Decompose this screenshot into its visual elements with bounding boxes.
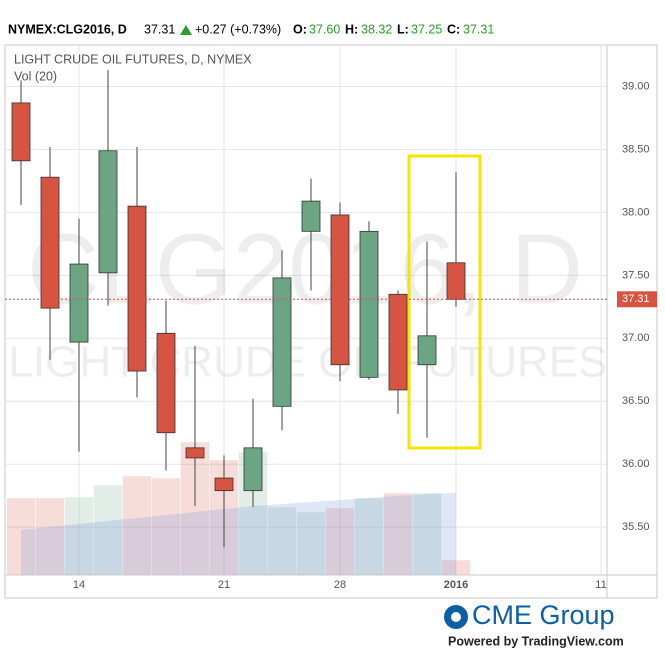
candle-body — [156, 332, 176, 434]
close: 37.31 — [463, 22, 494, 36]
volume-bar — [412, 492, 442, 576]
candle-body — [301, 200, 321, 232]
x-tick-label: 2016 — [444, 579, 468, 591]
price-label: 37.31 — [622, 293, 650, 305]
candle-body — [127, 205, 147, 372]
volume-bar — [296, 511, 326, 576]
volume-bar — [64, 496, 94, 576]
x-tick-label: 14 — [73, 579, 85, 591]
x-tick-label: 11 — [595, 579, 606, 591]
chart-title: LIGHT CRUDE OIL FUTURES, D, NYMEX — [14, 52, 252, 66]
symbol: NYMEX:CLG2016, D — [8, 22, 127, 36]
volume-ma-area — [21, 493, 456, 575]
highlight-box — [407, 154, 482, 450]
low: 37.25 — [411, 22, 442, 36]
cme-logo: CME Group — [444, 600, 615, 630]
chart-subtitle: Vol (20) — [14, 69, 57, 83]
credit: Powered by TradingView.com — [448, 634, 624, 648]
watermark: CLG2016, D LIGHT CRUDE OIL FUTURES — [9, 213, 608, 386]
watermark-text: CLG2016, D — [27, 213, 583, 325]
watermark-text: LIGHT CRUDE OIL FUTURES — [9, 338, 608, 387]
change: +0.27 (+0.73%) — [195, 22, 281, 36]
header: NYMEX:CLG2016, D 37.31 +0.27 (+0.73%) O:… — [8, 22, 494, 36]
candle-body — [40, 176, 60, 309]
candle-body — [98, 150, 118, 274]
volume-bar — [122, 475, 152, 576]
y-tick-label: 36.50 — [622, 395, 650, 407]
y-tick-label: 36.00 — [622, 458, 650, 470]
candle-body — [214, 477, 234, 492]
high-label: H: — [345, 22, 358, 36]
candle-body — [185, 447, 205, 459]
candle-body — [69, 263, 89, 343]
up-arrow — [180, 25, 192, 35]
y-tick-label: 35.50 — [622, 521, 650, 533]
volume-bar — [383, 492, 413, 576]
open-label: O: — [293, 22, 307, 36]
candle-body — [330, 214, 350, 366]
last: 37.31 — [144, 22, 175, 36]
candle-body — [11, 102, 31, 162]
y-tick-label: 38.00 — [622, 206, 650, 218]
candle-body — [388, 293, 408, 391]
x-tick-label: 28 — [334, 579, 346, 591]
candle-body — [359, 230, 379, 378]
x-tick-label: 21 — [218, 579, 230, 591]
volume-bar — [354, 497, 384, 576]
volume — [6, 441, 471, 576]
y-tick-label: 39.00 — [622, 80, 650, 92]
price-label-box — [617, 291, 657, 308]
high: 38.32 — [361, 22, 392, 36]
brand: CME Group — [472, 600, 615, 630]
y-tick-label: 37.00 — [622, 332, 650, 344]
volume-bar — [93, 484, 123, 576]
volume-bar — [325, 507, 355, 576]
y-tick-label: 37.50 — [622, 269, 650, 281]
candle-body — [272, 277, 292, 407]
candles — [11, 70, 466, 548]
volume-bar — [267, 506, 297, 576]
candle-body — [417, 335, 437, 366]
low-label: L: — [397, 22, 409, 36]
volume-bar — [151, 477, 181, 576]
candle-body — [446, 262, 466, 300]
y-tick-label: 38.50 — [622, 143, 650, 155]
candle-body — [243, 447, 263, 492]
open: 37.60 — [309, 22, 340, 36]
close-label: C: — [447, 22, 460, 36]
